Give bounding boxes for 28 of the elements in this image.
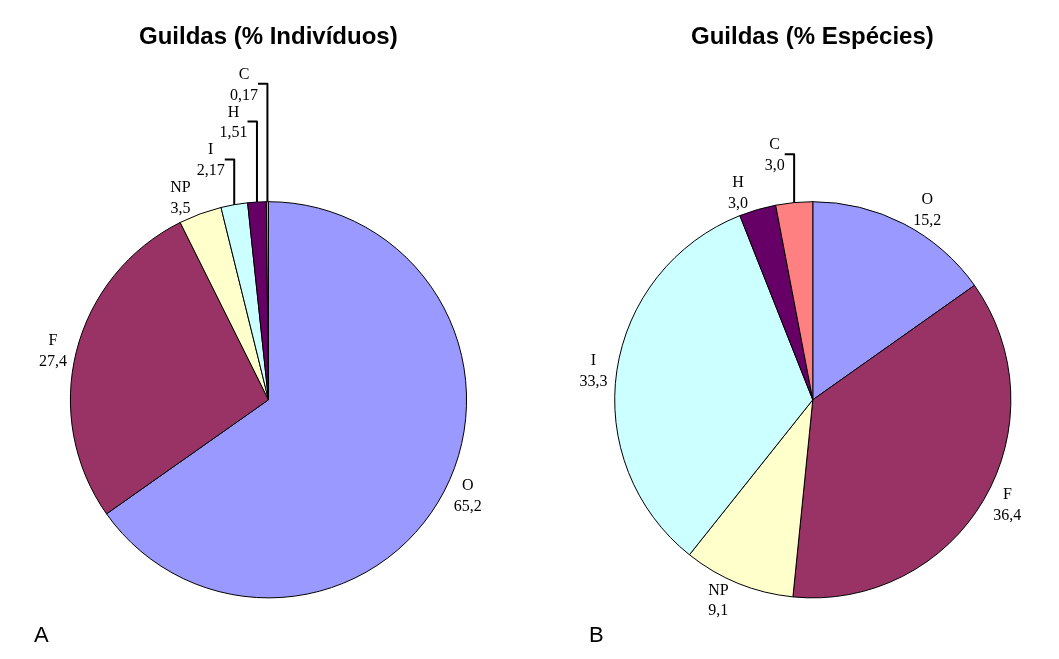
slice-label: F — [48, 331, 58, 349]
data-label: 3,5 — [170, 199, 191, 217]
slice-label: C — [238, 64, 250, 82]
slice-label: I — [208, 140, 214, 158]
data-label: 27,4 — [38, 352, 67, 370]
slice-label: O — [921, 190, 934, 208]
data-label: 2,17 — [196, 161, 225, 179]
data-label: 3,0 — [728, 194, 749, 212]
data-label: 1,51 — [219, 123, 248, 141]
data-label: 33,3 — [579, 372, 608, 390]
slice-label: H — [732, 173, 745, 191]
slice-label: NP — [708, 580, 729, 598]
text: B — [589, 622, 604, 647]
data-label: 65,2 — [453, 496, 482, 514]
slice-label: H — [227, 102, 240, 120]
slice-label: O — [461, 476, 474, 494]
chart-title: Guildas (% Indivíduos) — [139, 22, 398, 49]
data-label: 15,2 — [913, 210, 942, 228]
slice-label: F — [1002, 485, 1012, 503]
slice-label: C — [769, 135, 781, 153]
slice-label: NP — [170, 178, 191, 196]
slice-label: I — [590, 351, 597, 369]
text: A — [34, 622, 49, 647]
data-label: 0,17 — [229, 85, 258, 103]
chart-title: Guildas (% Espécies) — [691, 22, 934, 49]
data-label: 36,4 — [993, 506, 1022, 524]
data-label: 3,0 — [764, 156, 785, 174]
data-label: 9,1 — [708, 601, 729, 619]
